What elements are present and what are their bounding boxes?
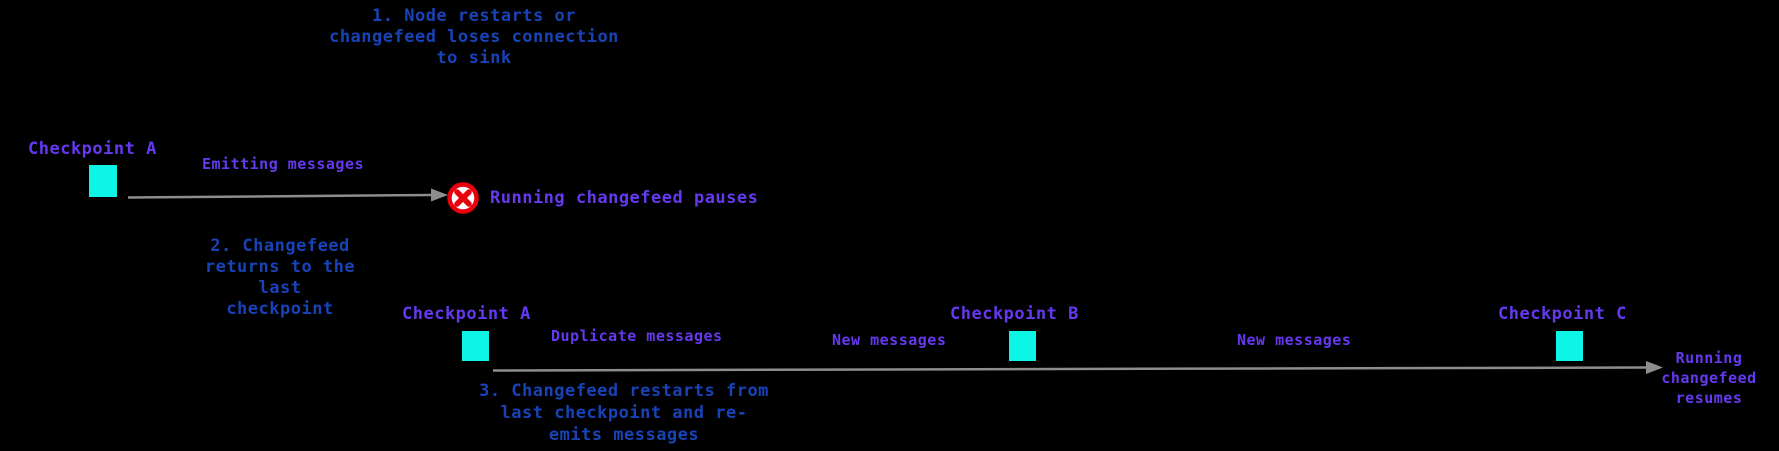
checkpoint-c-marker [1556,331,1583,361]
checkpoint-a-bottom-label: Checkpoint A [402,304,531,324]
x-circle-icon [447,182,479,214]
running-changefeed-resumes-label: Running changefeed resumes [1661,349,1757,407]
checkpoint-c-label: Checkpoint C [1498,304,1627,324]
step3-note: 3. Changefeed restarts from last checkpo… [479,381,769,445]
duplicate-messages-label: Duplicate messages [551,327,723,345]
new-messages-label-2: New messages [1237,331,1352,349]
running-changefeed-pauses-label: Running changefeed pauses [490,188,759,208]
timeline2-arrow [492,361,1663,374]
step2-note: 2. Changefeed returns to the last checkp… [204,236,356,319]
new-messages-label-1: New messages [832,331,947,349]
checkpoint-a-top-label: Checkpoint A [28,139,157,159]
checkpoint-a-bottom-marker [462,331,489,361]
checkpoint-b-marker [1009,331,1036,361]
emitting-messages-label: Emitting messages [202,155,365,173]
timeline1-arrow [127,188,448,202]
checkpoint-a-top-marker [89,165,117,197]
step1-note: 1. Node restarts or changefeed loses con… [329,6,619,68]
checkpoint-b-label: Checkpoint B [950,304,1079,324]
